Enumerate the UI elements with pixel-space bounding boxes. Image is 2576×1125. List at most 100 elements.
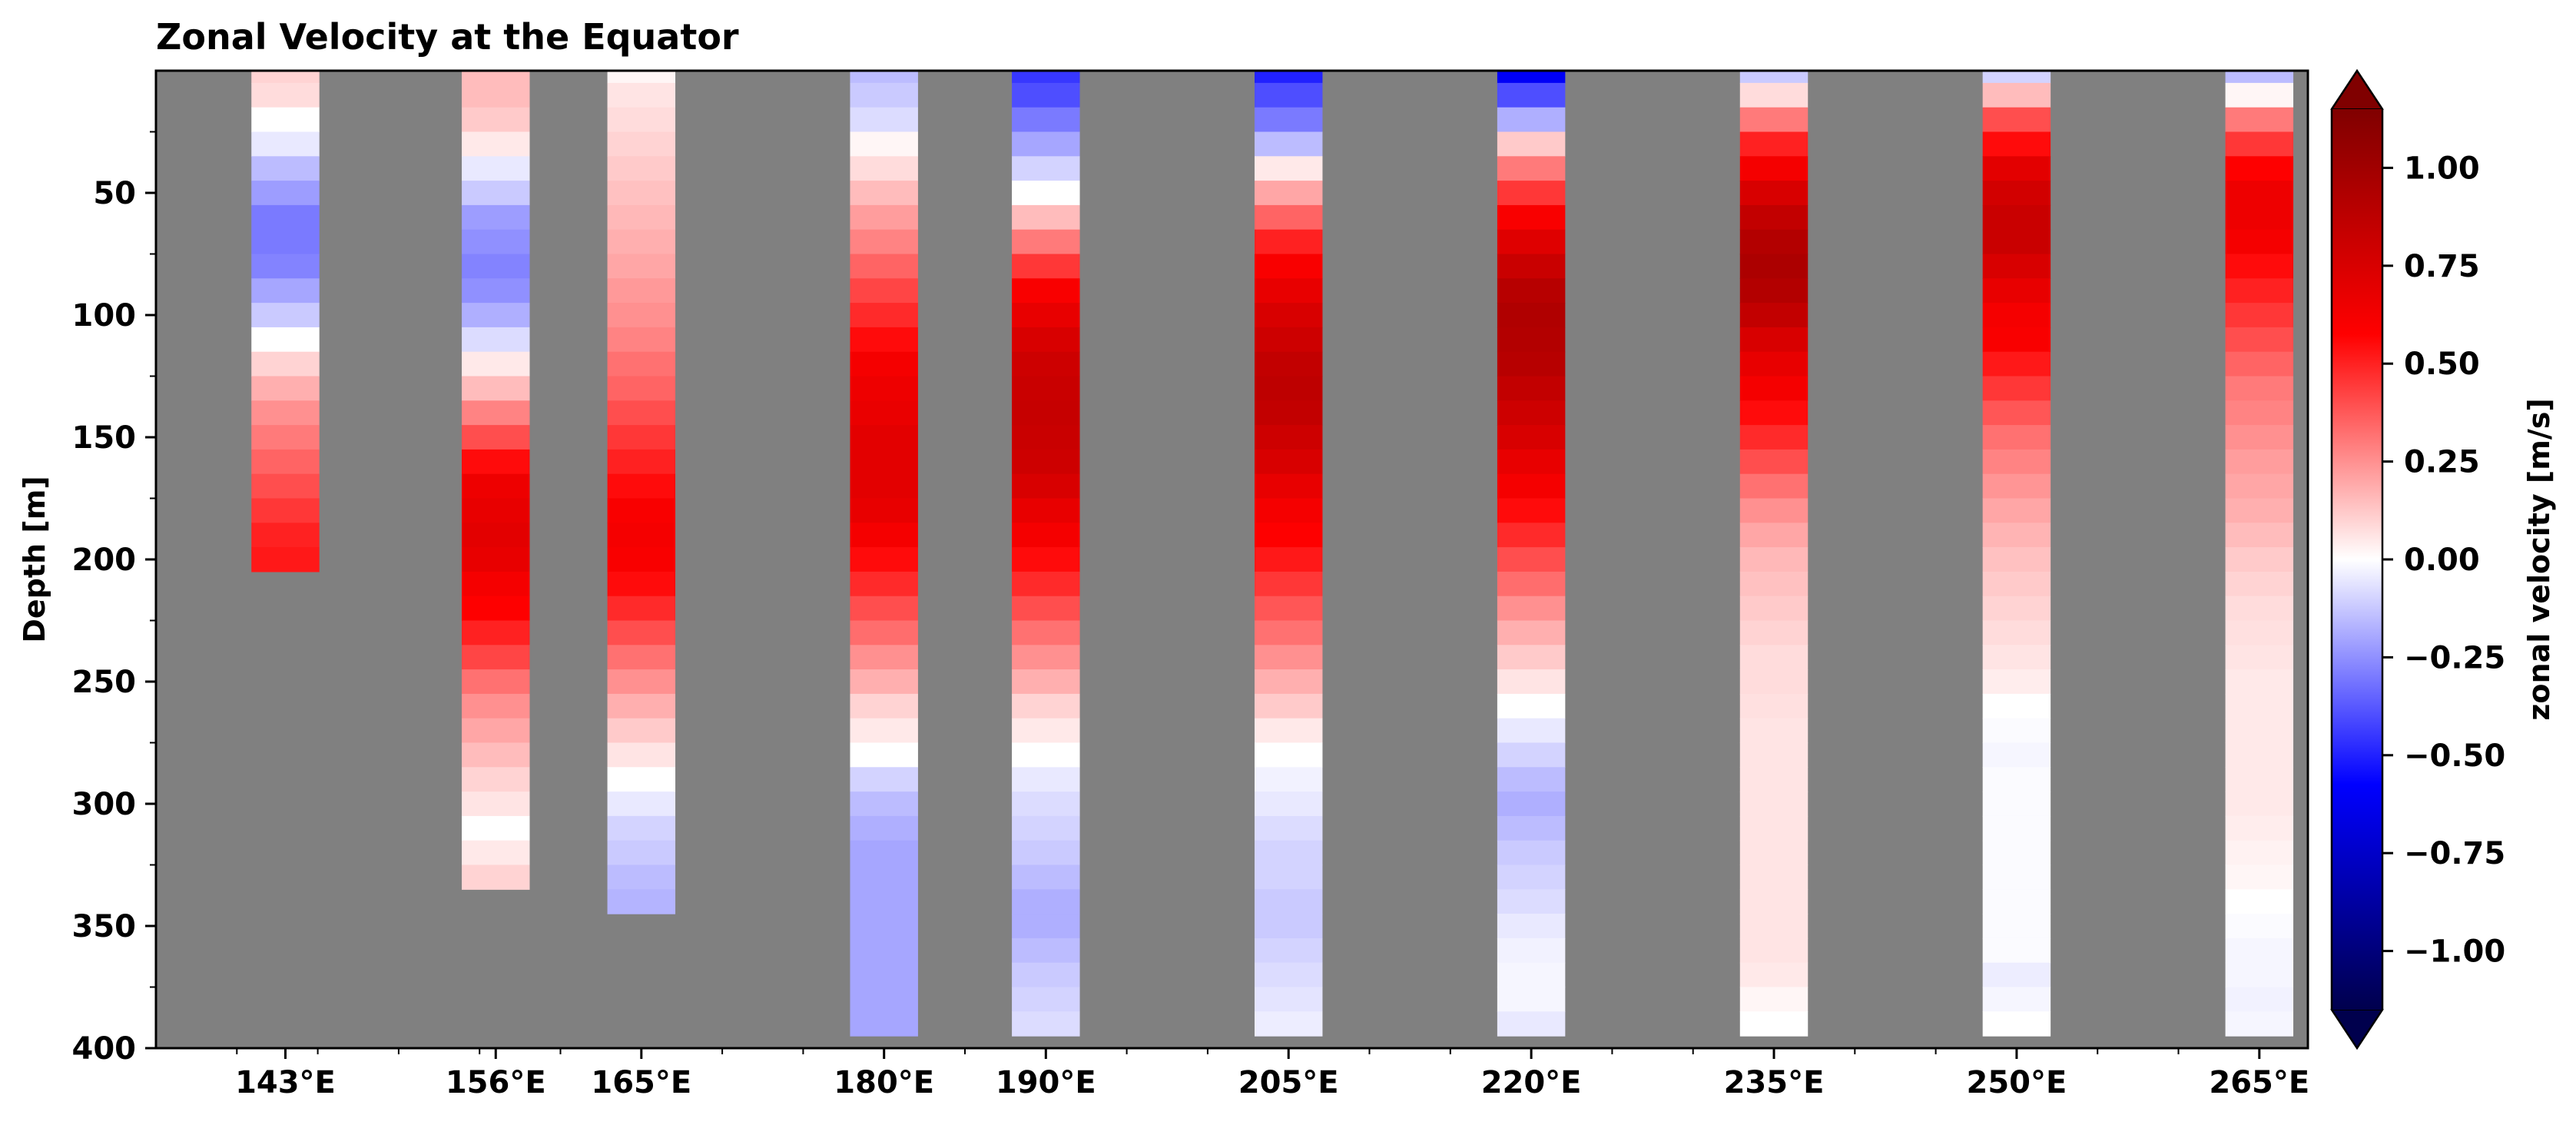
heatmap-cell [1012, 303, 1080, 328]
heatmap-cell [1012, 425, 1080, 450]
heatmap-cell [1739, 449, 1809, 475]
heatmap-cell [850, 449, 918, 475]
heatmap-cell [607, 107, 676, 133]
heatmap-cell [462, 547, 530, 572]
x-tick-label: 265°E [2209, 1065, 2309, 1100]
x-axis: 143°E 156°E 165°E 180°E 190°E 205°E 220°E 235°E… [235, 1048, 2309, 1100]
heatmap-cell [2225, 473, 2294, 499]
heatmap-cell [1254, 718, 1323, 744]
heatmap-cell [1497, 962, 1566, 988]
heatmap-cell [251, 376, 320, 401]
heatmap-cell [1012, 596, 1080, 622]
heatmap-cell [1982, 400, 2051, 426]
heatmap-cell [1012, 400, 1080, 426]
heatmap-cell [251, 425, 320, 450]
heatmap-cell [1739, 718, 1809, 744]
heatmap-cell [251, 71, 320, 84]
heatmap-cell [1254, 327, 1323, 353]
heatmap-cell [2225, 498, 2294, 523]
heatmap-cell [1012, 815, 1080, 841]
heatmap-cell [462, 376, 530, 401]
heatmap-cell [1982, 596, 2051, 622]
heatmap-cell [1012, 498, 1080, 523]
y-axis-label: Depth [m] [18, 476, 51, 642]
heatmap-cell [1012, 1011, 1080, 1037]
heatmap-cell [1739, 620, 1809, 645]
heatmap-cell [1497, 327, 1566, 353]
heatmap-cell [1012, 938, 1080, 964]
heatmap-cell [1739, 840, 1809, 866]
heatmap-cell [1739, 327, 1809, 353]
heatmap-cell [2225, 962, 2294, 988]
heatmap-cell [607, 889, 676, 914]
heatmap-cell [2225, 449, 2294, 475]
heatmap-cell [850, 229, 918, 255]
heatmap-cell [462, 645, 530, 670]
heatmap-cell [251, 278, 320, 304]
heatmap-cell [1254, 938, 1323, 964]
heatmap-cell [1497, 229, 1566, 255]
y-tick-label: 250 [72, 665, 137, 700]
heatmap-cell [462, 254, 530, 279]
heatmap-cell [1982, 376, 2051, 401]
x-tick-label: 156°E [446, 1065, 546, 1100]
heatmap-cell [607, 645, 676, 670]
heatmap-cell [607, 815, 676, 841]
heatmap-cell [1982, 571, 2051, 597]
heatmap-cell [607, 82, 676, 108]
heatmap-cell [1254, 229, 1323, 255]
heatmap-cell [607, 742, 676, 768]
heatmap-cell [1982, 742, 2051, 768]
heatmap-cell [1982, 767, 2051, 792]
x-tick-label: 250°E [1967, 1065, 2067, 1100]
x-tick-label: 220°E [1481, 1065, 1582, 1100]
heatmap-cell [850, 767, 918, 792]
heatmap-cell [1497, 620, 1566, 645]
heatmap-cell [1012, 840, 1080, 866]
heatmap-cell [1739, 131, 1809, 157]
heatmap-cell [1497, 82, 1566, 108]
heatmap-cell [850, 131, 918, 157]
heatmap-cell [607, 425, 676, 450]
heatmap-cell [2225, 107, 2294, 133]
heatmap-cell [850, 523, 918, 548]
heatmap-cell [1739, 351, 1809, 377]
heatmap-cell [1254, 523, 1323, 548]
heatmap-cell [850, 156, 918, 181]
heatmap-cell [850, 742, 918, 768]
heatmap-cell [607, 620, 676, 645]
heatmap-cell [1982, 229, 2051, 255]
heatmap-cell [1982, 82, 2051, 108]
heatmap-cell [1012, 889, 1080, 914]
y-tick-label: 50 [93, 176, 136, 211]
heatmap-cell [251, 400, 320, 426]
heatmap-cell [850, 107, 918, 133]
heatmap-cell [2225, 204, 2294, 231]
heatmap-cell [1739, 596, 1809, 622]
x-tick-label: 205°E [1238, 1065, 1339, 1100]
heatmap-cell [1497, 376, 1566, 401]
heatmap-cell [1254, 987, 1323, 1012]
heatmap-cell [1497, 571, 1566, 597]
heatmap-cell [2225, 767, 2294, 792]
heatmap-cell [2225, 547, 2294, 572]
heatmap-cell [462, 620, 530, 645]
heatmap-cell [462, 82, 530, 108]
heatmap-cell [1982, 938, 2051, 964]
heatmap-cell [850, 815, 918, 841]
heatmap-cell [607, 498, 676, 523]
heatmap-cell [1739, 473, 1809, 499]
heatmap-cell [1982, 620, 2051, 645]
heatmap-cell [1497, 547, 1566, 572]
heatmap-cell [1982, 914, 2051, 939]
heatmap-cell [1497, 742, 1566, 768]
heatmap-cell [1739, 82, 1809, 108]
heatmap-cell [462, 107, 530, 133]
heatmap-cell [1497, 131, 1566, 157]
heatmap-cell [1254, 742, 1323, 768]
heatmap-cell [251, 204, 320, 231]
colorbar-gradient [2332, 109, 2382, 1010]
heatmap-cell [462, 303, 530, 328]
heatmap-cell [1739, 181, 1809, 206]
